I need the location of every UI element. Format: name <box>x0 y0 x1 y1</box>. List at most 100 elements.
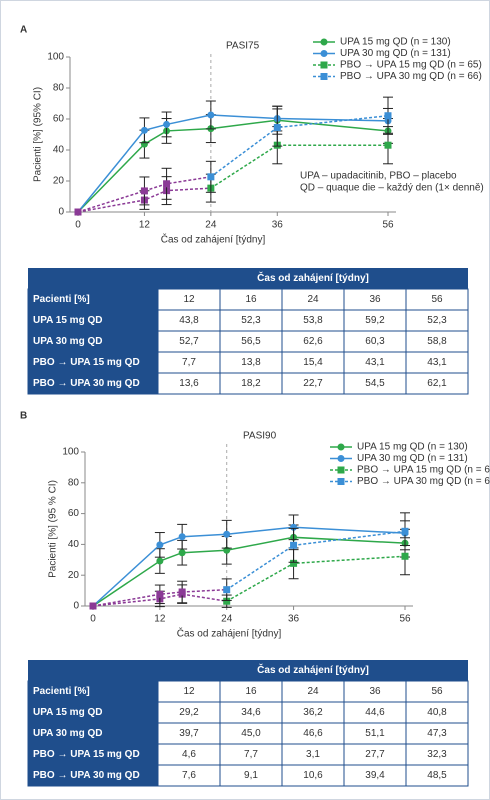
legend-marker <box>320 38 328 46</box>
table-cell-text: 18,2 <box>241 378 261 389</box>
y-tick-label: 0 <box>73 601 79 612</box>
marker <box>384 141 392 149</box>
table-cell-text: 4,6 <box>182 749 196 760</box>
marker <box>156 590 164 598</box>
marker <box>290 523 298 531</box>
table-cell-text: Pacienti [%] <box>33 294 90 305</box>
legend-marker <box>320 73 328 80</box>
table-cell <box>405 372 469 395</box>
table-cell-text: UPA 15 mg QD <box>33 707 102 718</box>
panel-label: B <box>20 411 27 422</box>
x-tick-label: 0 <box>75 220 81 231</box>
table-cell-text: 62,1 <box>427 378 447 389</box>
x-axis-label: Čas od zahájení [týdny] <box>161 233 266 246</box>
series-line <box>77 119 389 213</box>
marker <box>207 173 215 181</box>
table-cell-text: 9,1 <box>244 770 258 781</box>
x-tick-label: 24 <box>205 220 217 231</box>
y-tick-label: 100 <box>62 447 79 458</box>
x-tick-label: 24 <box>221 614 233 625</box>
series-line <box>77 114 389 213</box>
table-cell-text: 56,5 <box>241 336 261 347</box>
table-cell-text: PBO → UPA 15 mg QD <box>33 749 140 760</box>
table-cell-text: PBO → UPA 30 mg QD <box>33 378 140 389</box>
table-cell-text: 46,6 <box>303 728 323 739</box>
x-tick-label: 0 <box>90 614 96 625</box>
table-cell-text: 52,3 <box>241 315 261 326</box>
marker <box>290 559 298 567</box>
legend-marker <box>337 466 345 474</box>
table-cell-text: 39,7 <box>179 728 199 739</box>
annotation: QD – quaque die – každý den (1× denně) <box>300 183 484 194</box>
table-cell-text: 51,1 <box>365 728 385 739</box>
y-axis-label: Pacienti [%] (95 % CI) <box>48 480 59 578</box>
table-cell-text: 58,8 <box>427 336 447 347</box>
marker <box>223 530 231 538</box>
table-cell-text: PBO → UPA 15 mg QD <box>33 357 140 368</box>
annotation: UPA – upadacitinib, PBO – placebo <box>300 171 457 182</box>
table-header <box>28 660 468 681</box>
table-cell-text: 7,7 <box>182 357 196 368</box>
table-cell-text: 13,8 <box>241 357 261 368</box>
table-cell-text: 52,7 <box>179 336 199 347</box>
table-cell-text: 53,8 <box>303 315 323 326</box>
marker <box>290 541 298 549</box>
table-cell-text: 29,2 <box>179 707 199 718</box>
table-cell-text: 24 <box>307 294 319 305</box>
table-cell-text: 13,6 <box>179 378 199 389</box>
marker <box>223 597 231 605</box>
y-tick-label: 40 <box>68 539 80 550</box>
legend-label: PBO → UPA 30 mg QD (n = 66) <box>340 71 482 82</box>
x-tick-label: 36 <box>272 220 284 231</box>
table-cell-text: 34,6 <box>241 707 261 718</box>
table-cell-text: 60,3 <box>365 336 385 347</box>
table-cell-text: 43,1 <box>427 357 447 368</box>
y-tick-label: 80 <box>68 477 80 488</box>
table-cell-text: 27,7 <box>365 749 385 760</box>
table-cell-text: 36 <box>369 294 381 305</box>
chart-title: PASI75 <box>226 41 260 52</box>
legend-marker <box>337 443 345 451</box>
table-cell-text: 47,3 <box>427 728 447 739</box>
legend-marker <box>320 61 328 69</box>
marker <box>207 111 215 119</box>
series-line <box>77 176 211 213</box>
marker <box>401 552 409 560</box>
marker <box>156 541 164 549</box>
table-cell-text: 36,2 <box>303 707 323 718</box>
legend-label: PBO → UPA 30 mg QD (n = 66) <box>357 476 490 487</box>
chart-title: PASI90 <box>243 431 277 442</box>
series-line <box>92 588 227 607</box>
y-tick-label: 20 <box>68 570 80 581</box>
series-line <box>92 593 227 607</box>
table-cell-text: 59,2 <box>365 315 385 326</box>
table-header-text: Čas od zahájení [týdny] <box>257 663 369 676</box>
table-cell-text: 16 <box>245 686 257 697</box>
y-tick-label: 60 <box>53 114 65 125</box>
table-cell-text: 48,5 <box>427 770 447 781</box>
table-cell-text: 44,6 <box>365 707 385 718</box>
x-tick-label: 12 <box>154 614 166 625</box>
table-cell-text: 56 <box>431 686 443 697</box>
table-cell-text: Pacienti [%] <box>33 686 90 697</box>
marker <box>401 527 409 535</box>
y-tick-label: 0 <box>58 207 64 218</box>
legend-marker <box>337 455 345 462</box>
x-tick-label: 56 <box>399 614 411 625</box>
marker <box>163 180 171 188</box>
table-cell-text: 52,3 <box>427 315 447 326</box>
table-cell-text: 12 <box>183 294 195 305</box>
legend-label: UPA 30 mg QD (n = 131) <box>357 453 468 464</box>
table-cell-text: 32,3 <box>427 749 447 760</box>
legend-marker <box>337 478 345 485</box>
marker <box>273 124 281 132</box>
table-cell-text: 3,1 <box>306 749 320 760</box>
x-tick-label: 12 <box>139 220 151 231</box>
table-cell-text: UPA 15 mg QD <box>33 315 102 326</box>
legend-label: PBO → UPA 15 mg QD (n = 65) <box>340 60 482 71</box>
table-header-text: Čas od zahájení [týdny] <box>257 271 369 284</box>
table-cell-text: 16 <box>245 294 257 305</box>
table-cell-text: 62,6 <box>303 336 323 347</box>
legend-label: UPA 15 mg QD (n = 130) <box>357 442 468 453</box>
